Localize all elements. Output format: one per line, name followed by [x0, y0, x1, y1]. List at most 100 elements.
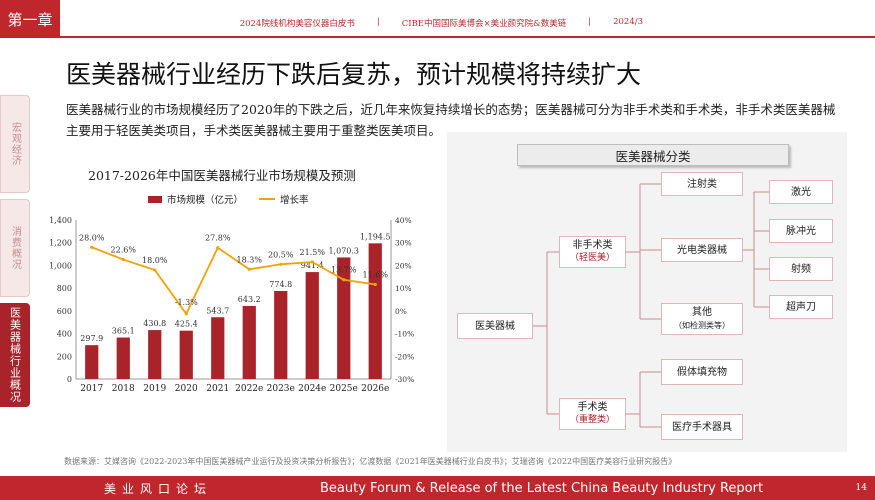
page-number: 14: [855, 483, 867, 493]
left-axis-tick-label: 200: [57, 352, 72, 361]
chart-title: 2017-2026年中国医美器械行业市场规模及预测: [88, 168, 356, 183]
growth-rate-label: 21.5%: [300, 248, 326, 257]
node-injection: 注射类: [661, 172, 743, 196]
right-axis-tick-label: 40%: [395, 216, 412, 225]
bar-value-label: 425.4: [175, 320, 198, 329]
growth-rate-point: [121, 257, 125, 262]
side-tab-macro-economy[interactable]: 宏观经济: [0, 95, 30, 193]
x-axis-tick-label: 2026e: [361, 384, 389, 394]
header-info: 2024院线机构美容仪器白皮书 | CIBE中国国际美博会×美业颜究院&数美链 …: [240, 17, 643, 29]
node-ultrasound: 超声刀: [769, 295, 833, 319]
side-tab-consumption[interactable]: 消费概况: [0, 199, 30, 297]
node-photoelectric: 光电类器械: [661, 238, 743, 262]
classification-diagram: 医美器械分类 医美器械 非手术类 （轻医美） 手术类 （重整类） 注射类 光电类…: [447, 132, 847, 452]
growth-rate-point: [373, 282, 377, 287]
left-axis-tick-label: 0: [67, 375, 72, 384]
bar-value-label: 543.7: [206, 306, 229, 315]
right-axis-tick-label: 30%: [395, 239, 412, 248]
footer-forum-name: 美业风口论坛: [104, 481, 213, 496]
growth-rate-point: [279, 262, 283, 266]
left-axis-tick-label: 1,200: [49, 239, 72, 248]
header-separator: |: [588, 17, 592, 27]
bar-2025e: [337, 257, 351, 379]
intro-paragraph: 医美器械行业的市场规模经历了2020年的下跌之后，近几年来恢复持续增长的态势；医…: [66, 102, 836, 138]
bar-value-label: 643.2: [238, 295, 261, 304]
node-other-sub: （如检测类等）: [674, 321, 730, 330]
footer-bar: 美业风口论坛 Beauty Forum & Release of the Lat…: [0, 476, 875, 500]
bar-2017: [85, 345, 99, 379]
bar-value-label: 774.8: [269, 280, 292, 289]
diagram-connectors: [533, 183, 769, 428]
node-surgical-tools: 医疗手术器具: [661, 414, 743, 440]
bar-2024e: [305, 272, 319, 379]
bar-2022e: [242, 305, 256, 379]
x-axis-tick-label: 2017: [80, 384, 103, 394]
node-root-label: 医美器械: [475, 320, 515, 332]
x-axis-tick-label: 2025e: [330, 384, 358, 394]
node-laser: 激光: [769, 180, 833, 204]
chapter-tag: 第一章: [0, 0, 60, 38]
node-radiofrequency-label: 射频: [791, 263, 811, 275]
bar-2019: [148, 330, 162, 379]
right-axis-tick-label: 10%: [395, 284, 412, 293]
growth-rate-label: 20.5%: [268, 250, 294, 259]
market-size-chart: 2017-2026年中国医美器械行业市场规模及预测 市场规模（亿元） 增长率 0…: [36, 165, 426, 410]
x-axis-tick-label: 2021: [206, 384, 229, 394]
right-axis-tick-label: -20%: [395, 352, 414, 361]
side-tab-medical-device[interactable]: 医美器械行业概况: [0, 303, 30, 407]
node-implant-label: 假体填充物: [677, 366, 727, 378]
growth-rate-label: 11.6%: [363, 271, 389, 280]
legend-bar-label: 市场规模（亿元）: [167, 195, 244, 206]
growth-rate-label: 18.0%: [142, 256, 168, 265]
node-ipl: 脉冲光: [769, 219, 833, 243]
growth-rate-point: [342, 278, 346, 282]
growth-rate-point: [184, 312, 188, 316]
header-date: 2024/3: [613, 17, 643, 27]
node-other: 其他 （如检测类等）: [661, 303, 743, 335]
page-title: 医美器械行业经历下跌后复苏，预计规模将持续扩大: [66, 60, 642, 89]
bar-2023e: [274, 291, 288, 379]
node-other-label: 其他: [692, 307, 712, 318]
node-ipl-label: 脉冲光: [786, 225, 816, 237]
left-axis-tick-label: 1,000: [49, 261, 72, 270]
growth-rate-label: 27.8%: [205, 234, 231, 243]
x-axis-tick-label: 2019: [143, 384, 166, 394]
x-axis-tick-label: 2024e: [298, 384, 326, 394]
x-axis-tick-label: 2020: [175, 384, 198, 394]
left-axis-tick-label: 400: [57, 330, 72, 339]
growth-rate-point: [153, 268, 157, 272]
growth-rate-point: [310, 260, 314, 264]
bar-value-label: 430.8: [143, 319, 166, 328]
growth-rate-label: 18.3%: [237, 255, 263, 264]
data-source: 数据来源：艾媒咨询《2022-2023年中国医美器械产业运行及投资决策分析报告》…: [64, 457, 677, 466]
growth-rate-point: [90, 245, 94, 249]
x-axis-tick-label: 2022e: [235, 384, 263, 394]
bar-value-label: 1,194.5: [360, 232, 391, 241]
node-surgical-sub: （重整类）: [569, 415, 615, 425]
node-surgical-label: 手术类: [577, 402, 608, 413]
right-axis-tick-label: -10%: [395, 330, 414, 339]
legend-bar-swatch: [148, 195, 162, 203]
chart-legend: 市场规模（亿元） 增长率: [148, 192, 319, 206]
right-axis-tick-label: 20%: [395, 261, 412, 270]
node-injection-label: 注射类: [687, 178, 717, 190]
chart-plot: 0 200 400 600 800 1,000 1,200 1,400 -30% -20% -10%…: [49, 216, 414, 394]
bar-value-label: 1,070.3: [328, 246, 359, 255]
bar-value-label: 297.9: [80, 334, 103, 343]
legend-line-item: 增长率: [259, 192, 309, 206]
left-axis-tick-label: 600: [57, 307, 72, 316]
node-radiofrequency: 射频: [769, 257, 833, 281]
legend-line-label: 增长率: [280, 195, 309, 206]
side-tabs: 宏观经济 消费概况 医美器械行业概况: [0, 95, 30, 407]
node-laser-label: 激光: [791, 186, 811, 198]
node-surgical-tools-label: 医疗手术器具: [672, 421, 732, 433]
diagram-title: 医美器械分类: [517, 144, 789, 166]
node-non-surgical-label: 非手术类: [572, 240, 613, 251]
legend-bar-item: 市场规模（亿元）: [148, 192, 243, 206]
growth-rate-point: [216, 246, 220, 250]
growth-rate-line: [91, 246, 376, 316]
node-implant: 假体填充物: [661, 359, 743, 385]
node-non-surgical: 非手术类 （轻医美）: [559, 236, 626, 268]
header-report-name: 2024院线机构美容仪器白皮书: [239, 19, 355, 29]
node-root: 医美器械: [457, 313, 533, 339]
